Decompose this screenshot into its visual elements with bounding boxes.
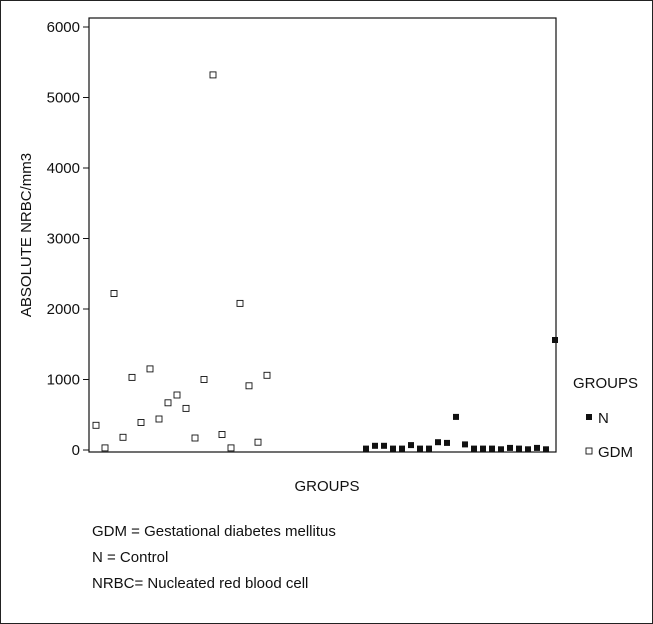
data-point-n [426, 445, 432, 452]
data-point-gdm [119, 433, 127, 441]
data-point-n [507, 444, 513, 451]
data-point-gdm [218, 431, 226, 438]
y-tick-label: 0 [72, 442, 80, 459]
plot-area [88, 17, 557, 453]
data-point-n [498, 446, 504, 453]
data-point-gdm [200, 376, 208, 383]
data-point-gdm [146, 365, 154, 373]
y-tick-label: 5000 [47, 90, 80, 107]
data-point-n [552, 337, 558, 343]
y-tick-label: 6000 [47, 19, 80, 36]
data-point-gdm [245, 382, 253, 390]
y-tick-label: 3000 [47, 231, 80, 248]
x-axis-title: GROUPS [294, 478, 359, 495]
data-point-n [534, 444, 540, 451]
data-point-gdm [173, 391, 181, 399]
data-point-n [399, 445, 405, 452]
footnote-nrbc: NRBC= Nucleated red blood cell [92, 575, 309, 592]
data-point-gdm [101, 444, 109, 452]
data-point-gdm [236, 299, 244, 307]
data-point-gdm [164, 399, 172, 407]
data-point-n [471, 445, 477, 452]
data-point-n [363, 445, 369, 452]
data-point-n [408, 442, 414, 449]
data-point-gdm [182, 404, 190, 412]
data-point-n [417, 445, 423, 452]
data-point-n [372, 442, 378, 449]
data-point-gdm [155, 415, 163, 423]
legend-label-gdm: GDM [598, 444, 633, 461]
legend-title: GROUPS [573, 375, 638, 392]
data-point-gdm [137, 419, 145, 426]
data-point-gdm [110, 290, 118, 297]
footnote-gdm: GDM = Gestational diabetes mellitus [92, 523, 336, 540]
data-point-gdm [227, 444, 235, 452]
data-point-n [489, 445, 495, 452]
data-point-n [390, 445, 396, 452]
legend-label-n: N [598, 410, 609, 427]
y-axis: 0 1000 2000 3000 4000 5000 6000 [47, 19, 89, 459]
data-point-n [516, 445, 522, 452]
data-point-n [453, 413, 459, 420]
data-point-gdm [191, 434, 199, 442]
legend: GROUPS N GDM [573, 375, 638, 461]
legend-marker-gdm [585, 447, 593, 455]
data-point-gdm [128, 373, 136, 381]
data-point-n [480, 445, 486, 452]
y-tick-label: 1000 [47, 372, 80, 389]
y-tick-label: 2000 [47, 301, 80, 318]
y-axis-title: ABSOLUTE NRBC/mm3 [18, 153, 35, 317]
data-point-n [435, 439, 441, 446]
data-point-n [525, 446, 531, 453]
data-points [92, 71, 558, 453]
y-tick-label: 4000 [47, 160, 80, 177]
data-point-n [444, 439, 450, 446]
legend-marker-n [586, 414, 592, 420]
data-point-gdm [254, 438, 262, 446]
data-point-gdm [209, 71, 217, 79]
data-point-n [462, 441, 468, 448]
data-point-gdm [263, 371, 271, 379]
data-point-n [381, 442, 387, 449]
data-point-n [543, 446, 549, 453]
footnote-n: N = Control [92, 549, 169, 566]
data-point-gdm [92, 421, 100, 429]
